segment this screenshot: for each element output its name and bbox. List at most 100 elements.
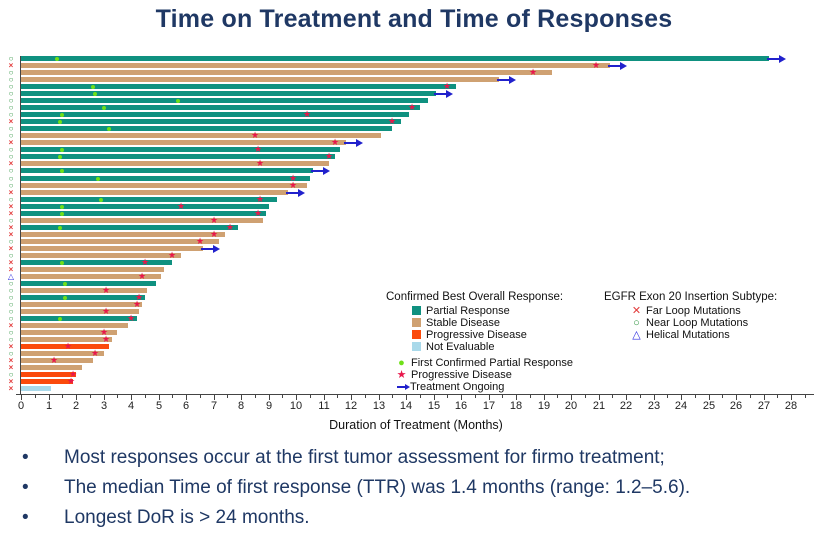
- x-axis-major-tick: [736, 395, 737, 400]
- far-loop-x-icon: ×: [8, 230, 14, 239]
- near-loop-circle-icon: ○: [8, 335, 14, 344]
- x-axis-major-tick: [269, 395, 270, 400]
- first-response-dot-icon: [96, 176, 100, 181]
- first-response-dot-icon: ●: [398, 357, 405, 369]
- patient-bar: [21, 351, 104, 356]
- far-loop-x-icon: ×: [8, 159, 14, 168]
- x-axis-major-tick: [104, 395, 105, 400]
- patient-bar: [21, 218, 263, 223]
- near-loop-circle-icon: ○: [8, 131, 14, 140]
- patient-bar: [21, 91, 436, 96]
- legend-item-helical: △ Helical Mutations: [604, 329, 777, 341]
- x-axis-tick-label: 26: [729, 400, 743, 412]
- patient-bar: [21, 372, 76, 377]
- first-response-dot-icon: [58, 225, 62, 230]
- x-axis-tick-label: 4: [127, 400, 135, 412]
- x-axis-tick-label: 3: [100, 400, 108, 412]
- x-axis-minor-tick: [172, 395, 173, 398]
- progression-star-icon: ★: [289, 173, 298, 183]
- x-axis-tick-label: 7: [210, 400, 218, 412]
- near-loop-circle-icon: ○: [8, 54, 14, 63]
- y-axis-line: [20, 56, 21, 394]
- patient-bar: [21, 337, 112, 342]
- x-axis-minor-tick: [557, 395, 558, 398]
- progression-star-icon: ★: [210, 229, 219, 239]
- patient-bar: [21, 309, 139, 314]
- ongoing-arrow-icon: [344, 138, 363, 147]
- far-loop-x-icon: ×: [8, 202, 14, 211]
- first-response-dot-icon: [91, 84, 95, 89]
- x-axis-major-tick: [516, 395, 517, 400]
- bullet-glyph: •: [22, 447, 29, 468]
- x-axis-major-tick: [461, 395, 462, 400]
- near-loop-circle-icon: ○: [8, 286, 14, 295]
- near-loop-circle-icon: ○: [8, 328, 14, 337]
- x-axis-tick-label: 27: [757, 400, 771, 412]
- progression-star-icon: ★: [592, 60, 601, 70]
- patient-bar: [21, 281, 156, 286]
- x-axis-minor-tick: [585, 395, 586, 398]
- x-axis-minor-tick: [750, 395, 751, 398]
- patient-bar: [21, 274, 161, 279]
- x-axis-tick-label: 16: [454, 400, 468, 412]
- legend-subtype: EGFR Exon 20 Insertion Subtype: ✕ Far Loo…: [604, 291, 777, 341]
- x-axis-minor-tick: [62, 395, 63, 398]
- x-axis-major-tick: [76, 395, 77, 400]
- near-loop-circle-icon: ○: [8, 181, 14, 190]
- x-axis-major-tick: [681, 395, 682, 400]
- patient-bar: [21, 98, 428, 103]
- progression-star-icon: ★: [303, 109, 312, 119]
- bullet-2: • The median Time of first response (TTR…: [0, 473, 828, 503]
- progression-star-icon: ★: [168, 250, 177, 260]
- near-loop-circle-icon: ○: [8, 166, 14, 175]
- patient-bar: [21, 260, 172, 265]
- x-axis-tick-label: 8: [237, 400, 245, 412]
- near-loop-circle-icon: ○: [8, 152, 14, 161]
- far-loop-x-icon: ×: [8, 61, 14, 70]
- patient-bar: [21, 154, 335, 159]
- x-axis-tick-label: 5: [155, 400, 163, 412]
- helical-triangle-icon: △: [7, 272, 15, 281]
- x-axis-major-tick: [49, 395, 50, 400]
- near-loop-circle-icon: ○: [8, 68, 14, 77]
- near-loop-circle-icon: ○: [8, 124, 14, 133]
- not-evaluable-swatch: [412, 342, 421, 351]
- near-loop-circle-icon: ○: [8, 300, 14, 309]
- patient-bar: [21, 126, 392, 131]
- x-axis-line: [16, 394, 814, 395]
- progression-star-icon: ★: [50, 355, 59, 365]
- legend-item-far-loop: ✕ Far Loop Mutations: [631, 305, 741, 317]
- first-response-dot-icon: [58, 119, 62, 124]
- patient-bar: [21, 140, 346, 145]
- patient-bar: [21, 232, 225, 237]
- x-axis-minor-tick: [310, 395, 311, 398]
- x-axis-tick-label: 9: [265, 400, 273, 412]
- progression-star-icon: ★: [177, 201, 186, 211]
- x-axis-major-tick: [21, 395, 22, 400]
- ongoing-arrow-icon: [434, 89, 453, 98]
- patient-bar: [21, 330, 117, 335]
- far-loop-x-icon: ×: [8, 244, 14, 253]
- first-response-dot-icon: [60, 112, 64, 117]
- patient-bar: [21, 147, 340, 152]
- first-response-dot-icon: [60, 204, 64, 209]
- ongoing-arrow-icon: [311, 166, 330, 175]
- legend-item-first-response: ● First Confirmed Partial Response: [386, 357, 573, 369]
- patient-bar: [21, 288, 147, 293]
- first-response-dot-icon: [60, 168, 64, 173]
- x-axis-major-tick: [351, 395, 352, 400]
- x-axis-tick-label: 22: [619, 400, 633, 412]
- far-loop-x-icon: ×: [8, 356, 14, 365]
- first-response-dot-icon: [93, 91, 97, 96]
- x-axis-minor-tick: [392, 395, 393, 398]
- far-loop-x-icon: ×: [8, 209, 14, 218]
- near-loop-circle-icon: ○: [8, 216, 14, 225]
- bullet-list: • Most responses occur at the first tumo…: [0, 443, 828, 533]
- progression-star-icon: ★: [133, 299, 142, 309]
- x-axis-tick-label: 21: [592, 400, 606, 412]
- x-axis-major-tick: [241, 395, 242, 400]
- patient-bar: [21, 70, 552, 75]
- x-axis-minor-tick: [722, 395, 723, 398]
- bullet-3: • Longest DoR is > 24 months.: [0, 503, 828, 533]
- near-loop-circle-icon: ○: [8, 110, 14, 119]
